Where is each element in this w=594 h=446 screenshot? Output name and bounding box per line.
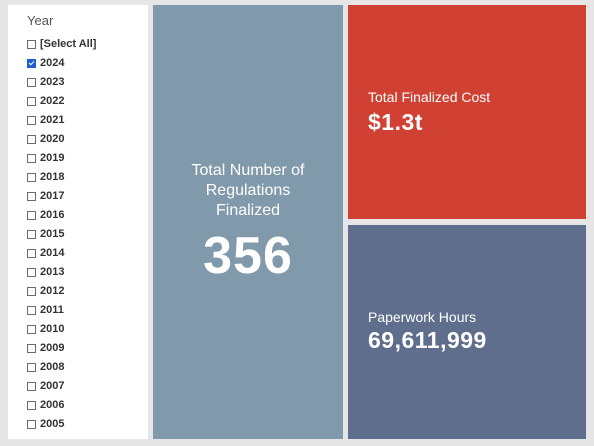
slicer-item-label: 2017 [40,190,65,202]
slicer-item-2011[interactable]: 2011 [27,301,148,320]
regulations-value: 356 [203,227,293,285]
checkbox[interactable] [27,287,36,296]
checkbox[interactable] [27,78,36,87]
paperwork-hours-card: Paperwork Hours 69,611,999 [348,225,586,439]
slicer-item-2014[interactable]: 2014 [27,244,148,263]
slicer-item-2024[interactable]: 2024 [27,54,148,73]
checkbox[interactable] [27,306,36,315]
checkbox[interactable] [27,40,36,49]
checkbox[interactable] [27,401,36,410]
slicer-item-label: 2010 [40,323,65,335]
slicer-item-2023[interactable]: 2023 [27,73,148,92]
slicer-item-2018[interactable]: 2018 [27,168,148,187]
slicer-item-2007[interactable]: 2007 [27,377,148,396]
slicer-item-label: 2014 [40,247,65,259]
slicer-item-2021[interactable]: 2021 [27,111,148,130]
slicer-item-label: 2009 [40,342,65,354]
checkbox[interactable] [27,249,36,258]
slicer-item-2010[interactable]: 2010 [27,320,148,339]
checkbox[interactable] [27,363,36,372]
slicer-item-2016[interactable]: 2016 [27,206,148,225]
slicer-item-label: 2013 [40,266,65,278]
paperwork-hours-label: Paperwork Hours [368,309,477,325]
slicer-item-label: 2007 [40,380,65,392]
slicer-item-label: 2020 [40,133,65,145]
slicer-item-label: 2018 [40,171,65,183]
checkbox[interactable] [27,173,36,182]
slicer-item-2019[interactable]: 2019 [27,149,148,168]
checkbox[interactable] [27,230,36,239]
slicer-item-select-all[interactable]: [Select All] [27,35,148,54]
checkbox[interactable] [27,116,36,125]
checkbox[interactable] [27,192,36,201]
finalized-cost-label: Total Finalized Cost [368,89,491,105]
slicer-item-2022[interactable]: 2022 [27,92,148,111]
checkbox[interactable] [27,211,36,220]
year-slicer: Year [Select All] 2024 2023 2022 2021 [8,5,148,439]
regulations-label: Total Number of Regulations Finalized [191,162,305,219]
slicer-item-label: 2024 [40,57,65,69]
finalized-cost-card: Total Finalized Cost $1.3t [348,5,586,219]
slicer-item-label: 2008 [40,361,65,373]
checkbox[interactable] [27,344,36,353]
checkbox[interactable] [27,325,36,334]
slicer-list: [Select All] 2024 2023 2022 2021 2020 [27,35,148,434]
checkbox[interactable] [27,135,36,144]
slicer-item-2013[interactable]: 2013 [27,263,148,282]
slicer-item-2017[interactable]: 2017 [27,187,148,206]
slicer-item-label: [Select All] [40,38,97,50]
slicer-item-label: 2023 [40,76,65,88]
slicer-item-label: 2021 [40,114,65,126]
slicer-item-2008[interactable]: 2008 [27,358,148,377]
slicer-item-label: 2011 [40,304,64,316]
checkbox[interactable] [27,59,36,68]
checkbox[interactable] [27,268,36,277]
slicer-item-2009[interactable]: 2009 [27,339,148,358]
slicer-item-label: 2019 [40,152,65,164]
slicer-item-label: 2005 [40,418,65,430]
checkbox[interactable] [27,97,36,106]
slicer-item-2006[interactable]: 2006 [27,396,148,415]
checkbox[interactable] [27,382,36,391]
slicer-item-label: 2012 [40,285,65,297]
slicer-item-label: 2022 [40,95,65,107]
checkbox[interactable] [27,420,36,429]
checkbox[interactable] [27,154,36,163]
paperwork-hours-value: 69,611,999 [368,327,487,353]
slicer-item-label: 2006 [40,399,65,411]
slicer-title: Year [27,13,54,28]
slicer-item-label: 2016 [40,209,65,221]
finalized-cost-value: $1.3t [368,109,423,135]
slicer-item-2012[interactable]: 2012 [27,282,148,301]
slicer-item-2015[interactable]: 2015 [27,225,148,244]
regulations-card: Total Number of Regulations Finalized 35… [153,5,343,439]
slicer-item-2005[interactable]: 2005 [27,415,148,434]
slicer-item-label: 2015 [40,228,65,240]
slicer-item-2020[interactable]: 2020 [27,130,148,149]
